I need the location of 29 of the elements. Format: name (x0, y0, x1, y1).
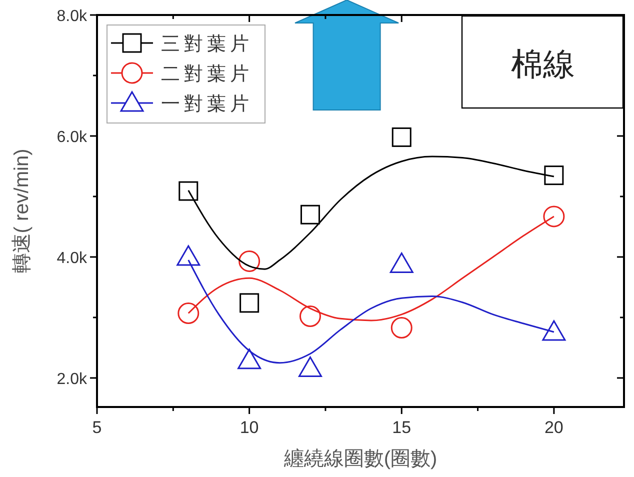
point (176, 245, 200, 266)
legend-label: 三對葉片 (161, 34, 253, 55)
point (300, 204, 320, 224)
point (238, 348, 262, 370)
y-tick-label: 6.0k (56, 128, 88, 146)
y-tick-label: 2.0k (56, 370, 88, 388)
point (392, 127, 412, 147)
point (390, 252, 414, 273)
point (298, 356, 322, 378)
point (544, 166, 564, 186)
y-axis-title: 轉速( rev/min) (11, 148, 33, 274)
point (178, 302, 200, 324)
x-tick-label: 15 (392, 418, 412, 437)
annotation: 棉線 (511, 46, 575, 82)
point (390, 317, 412, 339)
x-tick-label: 5 (92, 418, 102, 437)
point (178, 181, 198, 201)
x-axis-title: 纏繞線圈數(圈數) (282, 448, 438, 470)
y-tick-label: 8.0k (56, 8, 88, 25)
x-tick-label: 10 (240, 418, 259, 437)
point (299, 306, 321, 328)
legend-label: 二對葉片 (161, 64, 253, 85)
point (543, 206, 565, 228)
point (240, 293, 260, 313)
legend-label: 一對葉片 (161, 94, 253, 115)
y-tick-label: 4.0k (56, 250, 88, 267)
point (542, 320, 566, 341)
x-tick-label: 20 (544, 418, 564, 437)
point (238, 250, 260, 272)
